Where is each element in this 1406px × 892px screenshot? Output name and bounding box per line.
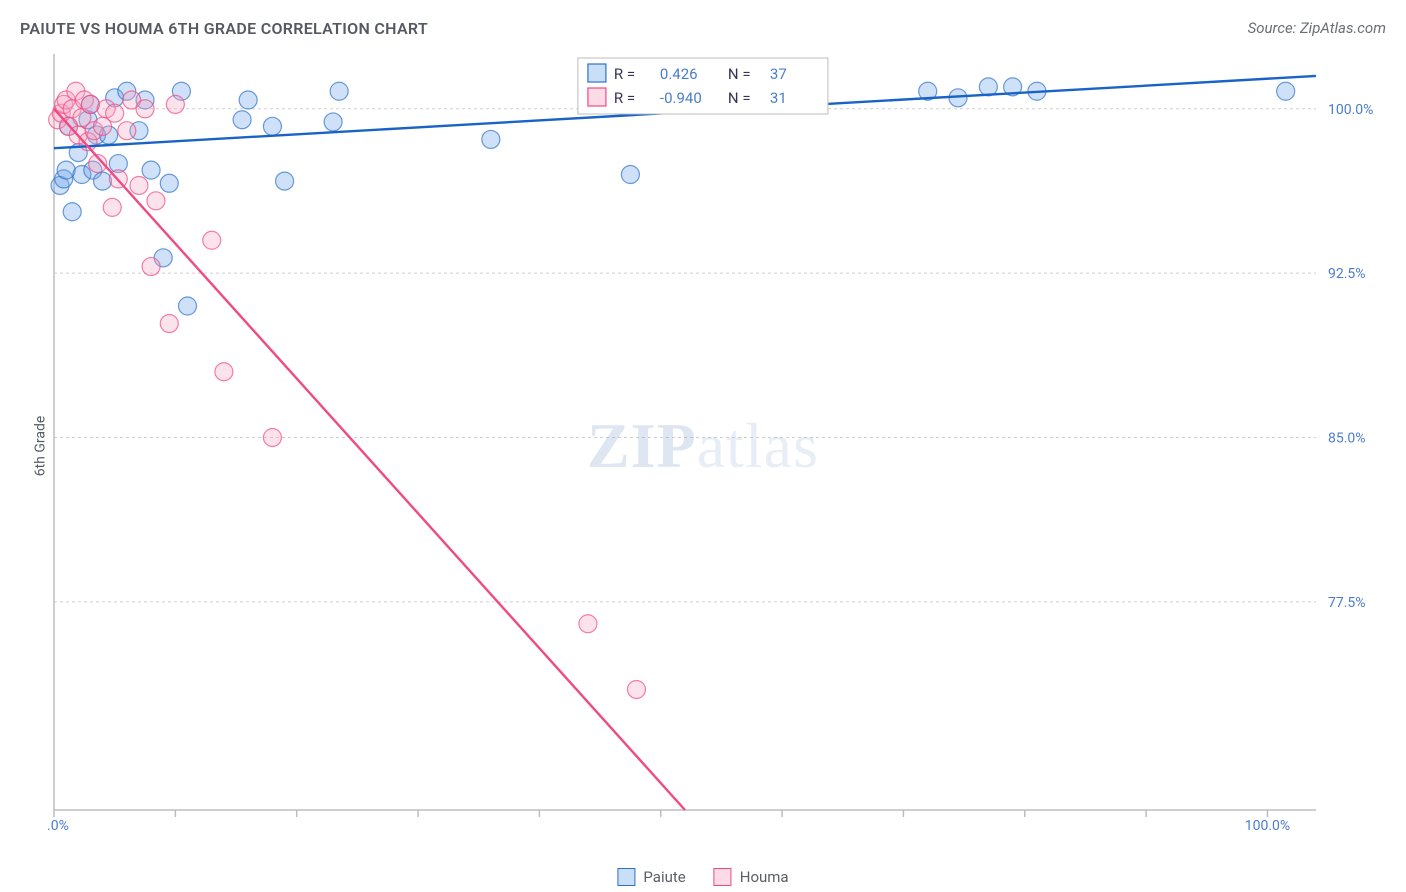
legend-r-label: R = (614, 65, 635, 83)
data-point (81, 95, 99, 113)
legend-r-value: 0.426 (660, 65, 698, 83)
legend-swatch (714, 868, 732, 886)
data-point (106, 104, 124, 122)
legend-bottom: Paiute Houma (617, 868, 788, 886)
data-point (627, 680, 645, 698)
legend-r-value: -0.940 (660, 89, 702, 107)
y-tick-label: 85.0% (1328, 430, 1366, 446)
data-point (166, 95, 184, 113)
x-tick-label-left: 0.0% (48, 818, 69, 832)
legend-label: Paiute (643, 868, 685, 886)
plot-area: 77.5% 85.0% 92.5% 100.0% 0.0% 100.0% R = 0.426 N… (48, 48, 1386, 832)
data-point (215, 363, 233, 381)
data-point (178, 297, 196, 315)
data-point (239, 91, 257, 109)
legend-n-label: N = (728, 65, 751, 83)
data-point (142, 258, 160, 276)
scatter-svg: 77.5% 85.0% 92.5% 100.0% 0.0% 100.0% R = 0.426 N… (48, 48, 1386, 832)
data-point (130, 176, 148, 194)
legend-n-label: N = (728, 89, 751, 107)
legend-label: Houma (740, 868, 789, 886)
legend-n-value: 31 (770, 89, 787, 107)
y-tick-label: 100.0% (1328, 102, 1373, 118)
data-point (276, 172, 294, 190)
data-point (142, 161, 160, 179)
y-tick-label: 77.5% (1328, 595, 1366, 611)
legend-item: Paiute (617, 868, 685, 886)
legend-top: R = 0.426 N = 37 R = -0.940 N = 31 (578, 58, 828, 114)
data-point (203, 231, 221, 249)
chart-title: PAIUTE VS HOUMA 6TH GRADE CORRELATION CH… (20, 19, 428, 38)
y-tick-label: 92.5% (1328, 266, 1366, 282)
legend-item: Houma (714, 868, 789, 886)
data-point (63, 203, 81, 221)
data-point (263, 428, 281, 446)
data-point (1277, 82, 1295, 100)
data-point (330, 82, 348, 100)
data-point (136, 100, 154, 118)
chart-header: PAIUTE VS HOUMA 6TH GRADE CORRELATION CH… (0, 0, 1406, 48)
chart-source: Source: ZipAtlas.com (1248, 19, 1386, 37)
y-axis-label: 6th Grade (32, 416, 48, 477)
data-point (118, 122, 136, 140)
legend-swatch (588, 64, 606, 82)
data-point (324, 113, 342, 131)
data-point (160, 174, 178, 192)
legend-r-label: R = (614, 89, 635, 107)
data-point (57, 161, 75, 179)
data-point (147, 192, 165, 210)
legend-swatch (588, 88, 606, 106)
data-point (482, 130, 500, 148)
legend-swatch (617, 868, 635, 886)
data-point (579, 615, 597, 633)
data-point (621, 166, 639, 184)
legend-n-value: 37 (770, 65, 787, 83)
data-point (263, 117, 281, 135)
x-tick-label-right: 100.0% (1245, 818, 1290, 832)
trend-line (54, 109, 685, 810)
data-point (233, 111, 251, 129)
data-point (160, 315, 178, 333)
data-point (103, 198, 121, 216)
data-point (94, 172, 112, 190)
